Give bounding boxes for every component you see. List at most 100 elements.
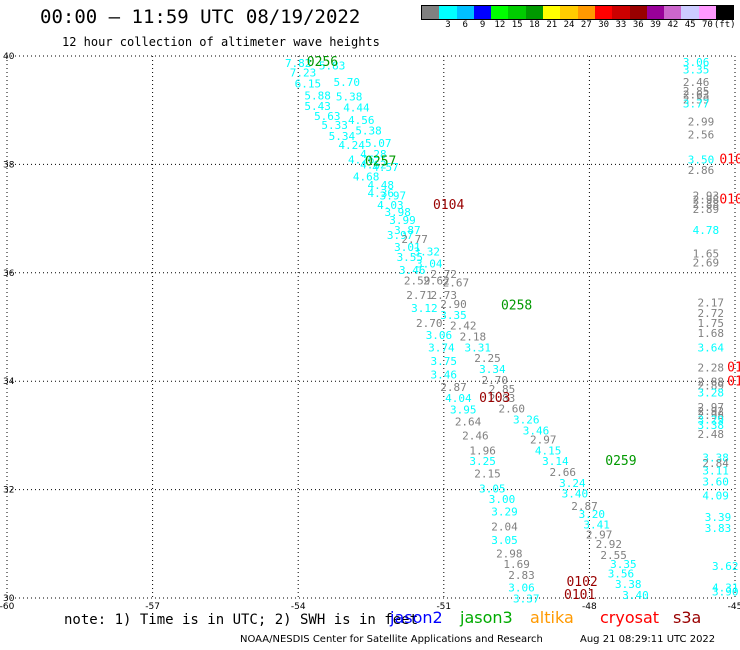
wave-height-value: 2.70: [482, 374, 509, 387]
wave-height-value: 1.65: [693, 248, 720, 261]
legend-label: 24: [563, 20, 575, 30]
wave-height-value: 4.44: [343, 101, 370, 114]
legend-swatch: [422, 6, 440, 19]
pass-time-label: 0257: [365, 154, 396, 169]
wave-height-value: 2.97: [697, 401, 724, 414]
wave-height-value: 3.74: [428, 341, 455, 354]
wave-height-value: 2.83: [508, 569, 535, 582]
wave-height-value: 3.38: [697, 419, 724, 432]
wave-height-value: 3.95: [450, 404, 477, 417]
wave-height-value: 2.42: [450, 320, 477, 333]
wave-height-value: 4.31: [712, 581, 739, 594]
wave-height-value: 2.59: [404, 275, 431, 288]
wave-height-value: 1.68: [697, 327, 724, 340]
legend-s3a: s3a: [673, 608, 702, 627]
wave-height-value: 3.05: [479, 482, 506, 495]
legend-swatch: [508, 6, 526, 19]
legend-label: 27: [580, 20, 592, 30]
wave-height-value: 2.18: [460, 331, 487, 344]
pass-time-label: 0107: [719, 192, 740, 207]
x-tick-label: -48: [582, 602, 597, 612]
wave-height-value: 3.83: [705, 522, 732, 535]
wave-height-value: 2.55: [600, 549, 627, 562]
wave-height-value: 3.56: [608, 567, 635, 580]
wave-height-value: 2.60: [498, 403, 525, 416]
wave-height-value: 3.38: [702, 451, 729, 464]
wave-height-value: 3.46: [431, 368, 458, 381]
pass-time-label: 01: [727, 360, 740, 375]
wave-height-value: 3.38: [615, 578, 642, 591]
wave-height-value: 3.26: [513, 413, 540, 426]
wave-height-value: 2.87: [571, 500, 598, 513]
wave-height-value: 2.71: [406, 289, 433, 302]
footer-timestamp: Aug 21 08:29:11 UTC 2022: [580, 634, 716, 645]
wave-height-value: 2.88: [697, 376, 724, 389]
pass-time-label: 01: [727, 375, 740, 390]
wave-height-value: 2.64: [455, 416, 482, 429]
wave-height-value: 3.50: [688, 153, 715, 166]
x-tick-label: -45: [728, 602, 740, 612]
wave-height-value: 3.98: [384, 206, 411, 219]
pass-time-label: 0103: [479, 391, 510, 406]
legend-swatch: [439, 6, 457, 19]
wave-height-value: 3.31: [465, 341, 492, 354]
pass-time-label: 0102: [566, 575, 597, 590]
legend-label: 39: [650, 20, 661, 30]
wave-height-value: 3.39: [705, 511, 732, 524]
wave-height-value: 2.63: [683, 88, 710, 101]
wave-height-value: 5.38: [336, 90, 363, 103]
wave-height-value: 2.98: [697, 409, 724, 422]
wave-height-value: 2.88: [693, 198, 720, 211]
wave-height-value: 4.03: [377, 199, 404, 212]
wave-height-value: 3.41: [583, 519, 610, 532]
wave-height-value: 3.60: [702, 475, 729, 488]
wave-height-value: 3.20: [579, 508, 606, 521]
legend-label: 70: [702, 20, 713, 30]
legend-swatch: [525, 6, 544, 19]
wave-height-value: 3.06: [683, 56, 710, 69]
wave-height-value: 3.46: [399, 264, 426, 277]
wave-height-value: 2.66: [549, 466, 576, 479]
wave-height-value: 3.32: [414, 245, 441, 258]
wave-height-value: 4.62: [360, 159, 387, 172]
pass-time-label: 0259: [605, 454, 636, 469]
pass-time-label: 0258: [501, 299, 532, 314]
wave-height-value: 2.25: [474, 352, 501, 365]
wave-height-value: 2.89: [697, 379, 724, 392]
wave-height-value: 2.69: [693, 256, 720, 269]
legend-swatch: [612, 6, 630, 19]
wave-height-value: 2.28: [697, 361, 724, 374]
wave-height-value: 2.86: [688, 164, 715, 177]
legend-cryosat: cryosat: [600, 608, 660, 627]
wave-height-value: 3.64: [697, 341, 724, 354]
wave-height-value: 2.62: [423, 275, 450, 288]
wave-height-value: 4.26: [348, 153, 375, 166]
wave-height-value: 2.99: [688, 115, 715, 128]
legend-swatch: [664, 6, 682, 19]
wave-height-value: 3.87: [394, 224, 421, 237]
wave-height-value: 5.70: [333, 76, 360, 89]
pass-time-label: 0107: [719, 152, 740, 167]
wave-height-value: 5.88: [304, 89, 331, 102]
legend-swatch: [577, 6, 595, 19]
wave-height-value: 3.24: [559, 477, 586, 490]
wave-height-value: 2.92: [697, 405, 724, 418]
color-legend-bar: [421, 5, 735, 20]
wave-height-value: 4.56: [348, 114, 375, 127]
page-subtitle: 12 hour collection of altimeter wave hei…: [62, 35, 380, 49]
wave-height-value: 3.35: [610, 558, 637, 571]
x-tick-label: -57: [145, 602, 160, 612]
wave-height-value: 3.04: [416, 257, 443, 270]
wave-height-value: 3.34: [479, 363, 506, 376]
wave-height-value: 4.09: [702, 489, 729, 502]
wave-height-value: 3.35: [440, 309, 467, 322]
wave-height-value: 3.35: [683, 63, 710, 76]
legend-swatch: [629, 6, 647, 19]
wave-height-value: 2.92: [596, 538, 623, 551]
wave-height-value: 3.37: [513, 592, 540, 605]
wave-height-value: 3.46: [523, 424, 550, 437]
wave-height-value: 3.40: [622, 589, 649, 602]
wave-height-value: 3.29: [697, 413, 724, 426]
wave-height-value: 5.33: [321, 119, 348, 132]
x-tick-label: -54: [291, 602, 306, 612]
